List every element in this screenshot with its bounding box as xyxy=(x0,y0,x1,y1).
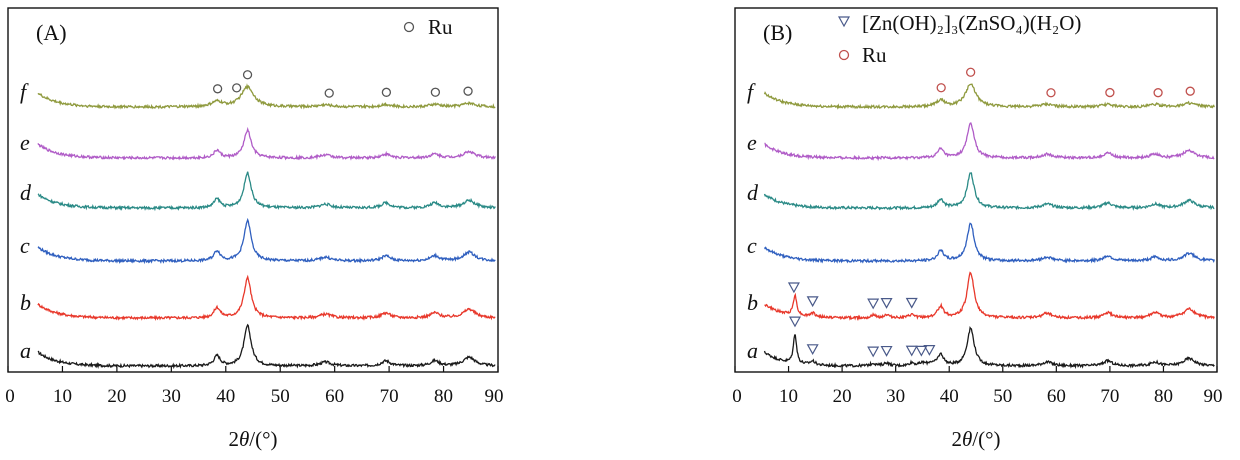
x-tick-label: 40 xyxy=(216,386,235,407)
zn-marker xyxy=(787,282,800,294)
zn-marker xyxy=(806,296,819,308)
series-line-e xyxy=(764,122,1215,162)
ru-marker xyxy=(212,84,223,94)
series-label-b: b xyxy=(20,290,31,315)
series-line-c xyxy=(37,217,496,265)
x-tick-label: 80 xyxy=(1154,386,1173,407)
ru-marker xyxy=(965,67,976,77)
ru-marker xyxy=(1105,87,1115,98)
series-line-c xyxy=(763,222,1215,264)
x-tick-label: 40 xyxy=(940,386,959,407)
series-label-d: d xyxy=(20,180,32,205)
legend-label-ru: Ru xyxy=(428,15,453,39)
ru-marker xyxy=(1185,86,1195,96)
x-tick-label: 70 xyxy=(1100,386,1119,407)
x-tick-label: 20 xyxy=(833,386,852,407)
series-label-a: a xyxy=(20,338,31,363)
ru-marker xyxy=(232,83,242,93)
series-label-b: b xyxy=(747,290,758,315)
x-tick-label: 30 xyxy=(886,386,905,407)
series-line-b xyxy=(764,271,1215,321)
series-label-c: c xyxy=(747,233,757,258)
ru-marker xyxy=(1046,88,1056,98)
panel-label: (A) xyxy=(36,20,67,45)
zn-marker xyxy=(867,346,880,358)
ru-marker xyxy=(381,87,392,97)
ru-marker xyxy=(242,70,253,80)
legend-label-ru: Ru xyxy=(862,43,887,67)
panel-label: (B) xyxy=(763,20,792,45)
x-tick-label: 90 xyxy=(1204,386,1223,407)
series-line-a xyxy=(37,323,496,370)
series-line-f xyxy=(763,83,1215,110)
legend-ru-marker xyxy=(403,21,415,33)
ru-marker xyxy=(936,83,946,93)
series-label-c: c xyxy=(20,233,30,258)
legend-label-zn: [Zn(OH)₂]₃(ZnSO₄)(H₂O) xyxy=(862,11,1081,35)
zn-marker xyxy=(905,345,918,357)
ru-marker xyxy=(1153,88,1163,98)
series-line-d xyxy=(37,171,496,212)
series-label-e: e xyxy=(20,130,30,155)
x-axis-label: 2θ/(°) xyxy=(228,427,277,451)
legend-ru-marker xyxy=(838,49,850,61)
series-line-d xyxy=(763,172,1215,211)
x-tick-label: 60 xyxy=(325,386,344,407)
plot-frame xyxy=(7,7,499,373)
ru-marker xyxy=(324,88,334,98)
zn-marker xyxy=(867,298,880,310)
series-line-e xyxy=(37,126,496,161)
zn-marker xyxy=(923,345,936,356)
x-tick-label: 0 xyxy=(5,386,15,407)
legend-zn-marker xyxy=(837,16,851,28)
ru-marker xyxy=(430,87,441,97)
x-tick-label: 70 xyxy=(380,386,399,407)
series-line-a xyxy=(763,325,1215,370)
zn-marker xyxy=(880,345,893,357)
ru-marker xyxy=(463,86,473,96)
legend: [Zn(OH)₂]₃(ZnSO₄)(H₂O) Ru xyxy=(837,11,1081,67)
x-axis-label: 2θ/(°) xyxy=(951,427,1000,451)
legend: Ru xyxy=(403,15,453,39)
plot-frame xyxy=(734,7,1218,373)
series-label-a: a xyxy=(747,338,758,363)
zn-marker xyxy=(905,297,918,309)
panel-a: 0 10 20 30 40 50 60 70 80 90 2θ/(°) (A) ab c de f Ru xyxy=(5,7,504,451)
series-label-e: e xyxy=(747,130,757,155)
x-tick-label: 80 xyxy=(434,386,453,407)
zn-marker xyxy=(788,316,802,328)
series-label-d: d xyxy=(747,180,759,205)
zn-marker xyxy=(806,344,819,356)
x-tick-label: 30 xyxy=(162,386,181,407)
x-tick-label: 50 xyxy=(271,386,290,407)
x-tick-label: 10 xyxy=(53,386,72,407)
zn-marker xyxy=(880,297,893,309)
x-tick-label: 60 xyxy=(1047,386,1066,407)
zn-marker xyxy=(915,345,928,357)
panel-b: 0 10 20 30 40 50 60 70 80 90 2θ/(°) (B) ab c de f [Zn(OH… xyxy=(732,7,1223,451)
series-label-f: f xyxy=(747,79,756,104)
x-tick-label: 50 xyxy=(993,386,1012,407)
x-tick-label: 20 xyxy=(107,386,126,407)
series-line-f xyxy=(37,83,496,110)
x-tick-label: 10 xyxy=(779,386,798,407)
series-line-b xyxy=(37,274,496,322)
series-label-f: f xyxy=(20,79,29,104)
x-tick-label: 90 xyxy=(485,386,504,407)
x-tick-label: 0 xyxy=(732,386,742,407)
